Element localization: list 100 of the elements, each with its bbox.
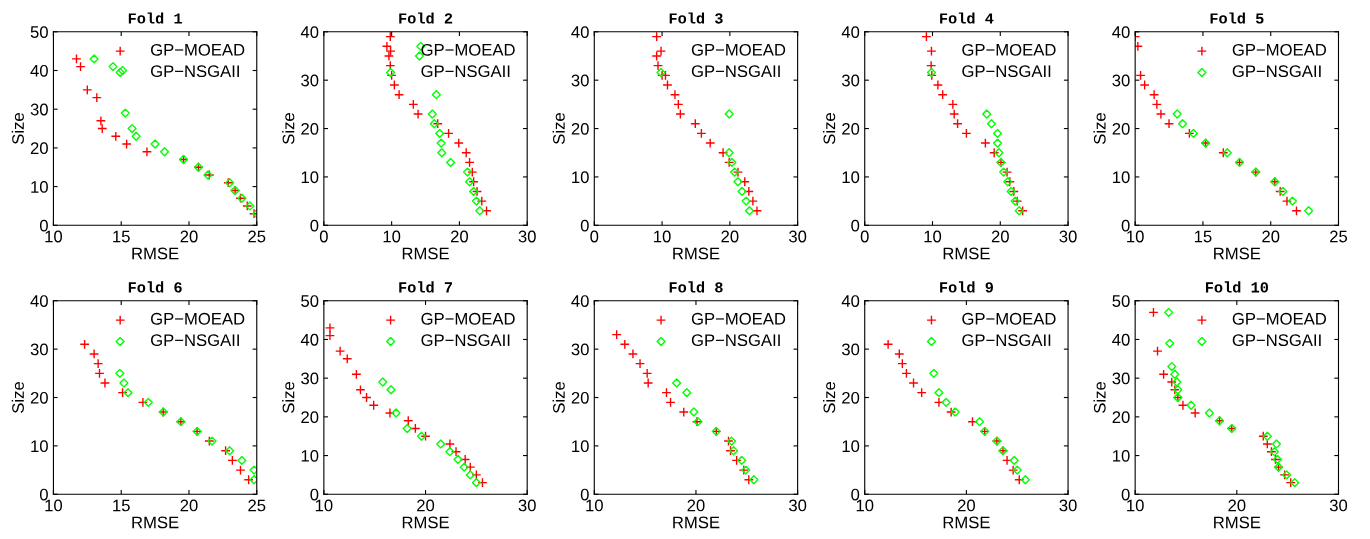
y-tick-label: 20: [571, 122, 589, 135]
legend-label: GP−MOEAD: [421, 43, 515, 56]
legend-label: GP−NSGAII: [421, 334, 510, 347]
x-tick-label: 15: [113, 230, 130, 243]
y-tick-label: 20: [842, 122, 860, 135]
x-tick-label: 25: [248, 230, 266, 243]
legend-label: GP−MOEAD: [691, 312, 786, 325]
y-axis-title: Size: [823, 113, 836, 144]
y-tick-label: 40: [571, 26, 589, 38]
x-tick-label: 30: [788, 230, 807, 243]
y-tick-label: 10: [301, 171, 319, 184]
chart-title: Fold 9: [940, 281, 993, 293]
legend-label: GP−NSGAII: [962, 65, 1051, 78]
y-tick-label: 30: [301, 74, 319, 87]
chart-title: Fold 4: [940, 12, 994, 24]
x-axis-title: RMSE: [1214, 247, 1261, 260]
x-tick-label: 0: [590, 230, 599, 243]
y-tick-label: 10: [1113, 449, 1130, 462]
y-tick-label: 20: [842, 391, 860, 404]
legend-label: GP−MOEAD: [1232, 312, 1327, 325]
y-axis-title: Size: [11, 113, 24, 144]
x-tick-label: 20: [721, 230, 739, 243]
x-axis-title: RMSE: [402, 516, 449, 529]
y-tick-label: 30: [841, 74, 860, 87]
x-axis-title: RMSE: [1214, 516, 1261, 529]
x-tick-label: 20: [450, 230, 469, 243]
legend-label: GP−MOEAD: [1232, 43, 1327, 56]
chart-title: Fold 8: [669, 281, 723, 293]
y-tick-label: 20: [1112, 122, 1130, 135]
x-tick-label: 10: [654, 230, 671, 243]
y-tick-label: 50: [1112, 295, 1130, 307]
y-tick-label: 40: [30, 64, 48, 77]
x-tick-label: 20: [1228, 499, 1246, 512]
y-tick-label: 0: [310, 219, 319, 232]
y-tick-label: 10: [842, 440, 860, 453]
y-tick-label: 20: [301, 122, 319, 135]
chart-title: Fold 3: [669, 12, 723, 24]
x-tick-label: 20: [957, 499, 976, 512]
x-tick-label: 20: [1262, 230, 1280, 243]
y-tick-label: 10: [1113, 171, 1130, 184]
legend-label: GP−NSGAII: [151, 334, 239, 347]
y-axis-title: Size: [282, 113, 295, 144]
legend-label: GP−NSGAII: [691, 334, 780, 347]
y-axis-title: Size: [1093, 382, 1106, 413]
legend-label: GP−MOEAD: [421, 312, 515, 325]
x-axis-title: RMSE: [943, 247, 990, 260]
y-tick-label: 10: [31, 440, 48, 453]
x-tick-label: 30: [1059, 499, 1077, 512]
x-tick-label: 30: [788, 499, 807, 512]
x-tick-label: 20: [991, 230, 1009, 243]
y-tick-label: 0: [1121, 219, 1130, 232]
y-tick-label: 30: [30, 343, 48, 356]
x-axis-title: RMSE: [673, 247, 720, 260]
y-tick-label: 0: [39, 488, 48, 501]
y-tick-label: 10: [572, 171, 589, 184]
x-tick-label: 10: [924, 230, 942, 243]
y-tick-label: 40: [1112, 26, 1130, 38]
legend-label: GP−MOEAD: [962, 43, 1056, 56]
y-axis-title: Size: [1093, 113, 1106, 144]
y-tick-label: 10: [842, 171, 860, 184]
y-tick-label: 0: [851, 488, 860, 501]
y-tick-label: 40: [300, 26, 319, 38]
x-tick-label: 30: [1329, 499, 1348, 512]
y-tick-label: 0: [580, 219, 589, 232]
y-tick-label: 30: [571, 74, 589, 87]
y-axis-title: Size: [552, 113, 565, 144]
x-tick-label: 20: [417, 499, 435, 512]
y-tick-label: 40: [841, 295, 860, 307]
y-tick-label: 10: [301, 449, 319, 462]
x-axis-title: RMSE: [943, 516, 990, 529]
legend-label: GP−MOEAD: [691, 43, 786, 56]
legend-label: GP−NSGAII: [421, 65, 510, 78]
x-tick-label: 10: [383, 230, 401, 243]
legend-label: GP−NSGAII: [1232, 334, 1321, 347]
y-tick-label: 0: [1121, 488, 1130, 501]
y-tick-label: 30: [301, 372, 319, 385]
y-tick-label: 40: [1112, 333, 1130, 346]
y-tick-label: 20: [1112, 411, 1130, 424]
y-tick-label: 0: [39, 219, 48, 232]
y-axis-title: Size: [823, 382, 836, 413]
y-tick-label: 30: [841, 343, 860, 356]
x-tick-label: 15: [113, 499, 130, 512]
legend-label: GP−NSGAII: [1232, 65, 1321, 78]
chart-title: Fold 2: [399, 12, 453, 24]
y-axis-title: Size: [552, 382, 565, 413]
chart-title: Fold 10: [1205, 281, 1269, 293]
y-axis-title: Size: [282, 382, 295, 413]
x-axis-title: RMSE: [402, 247, 449, 260]
y-tick-label: 30: [1112, 372, 1130, 385]
x-axis-title: RMSE: [132, 516, 179, 529]
x-tick-label: 30: [518, 499, 536, 512]
x-tick-label: 15: [1194, 230, 1212, 243]
x-tick-label: 25: [1330, 230, 1348, 243]
y-tick-label: 10: [31, 181, 48, 193]
y-tick-label: 20: [571, 391, 589, 404]
chart-title: Fold 1: [128, 12, 182, 24]
legend-label: GP−MOEAD: [151, 312, 245, 325]
y-tick-label: 0: [851, 219, 860, 232]
x-tick-label: 20: [180, 230, 198, 243]
y-tick-label: 30: [571, 343, 589, 356]
